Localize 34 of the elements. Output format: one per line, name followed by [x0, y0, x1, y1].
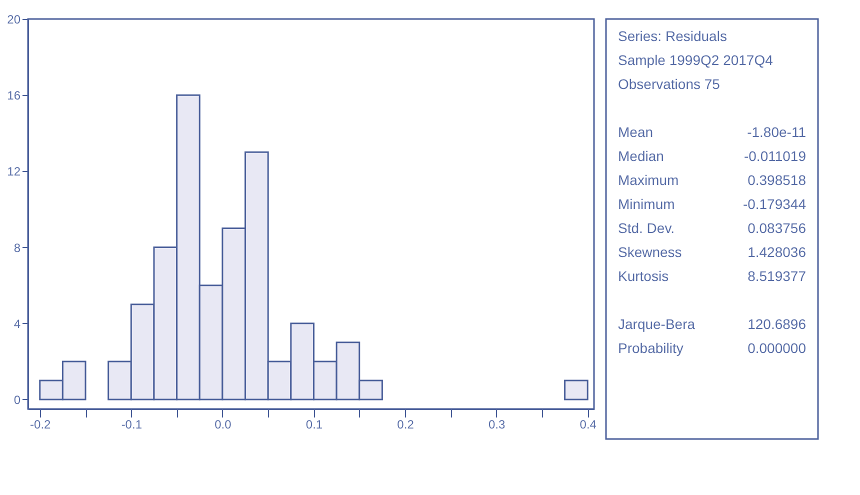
text: Median [618, 148, 664, 164]
text: 8.519377 [748, 268, 806, 284]
text: 120.6896 [748, 316, 806, 332]
y-tick-label: 4 [14, 316, 21, 331]
text: -0.011019 [744, 148, 806, 164]
text: Maximum [618, 172, 679, 188]
text: 0.083756 [748, 220, 806, 236]
text: 1.428036 [748, 244, 806, 260]
text: Kurtosis [618, 268, 669, 284]
text: Mean [618, 124, 654, 140]
text: Std. Dev. [618, 220, 675, 236]
text: -1.80e-11 [747, 124, 806, 140]
y-tick-label: 8 [14, 240, 21, 255]
text: -0.179344 [742, 196, 806, 212]
x-tick-label: 0.0 [214, 418, 232, 432]
y-tick-label: 16 [7, 88, 21, 103]
y-tick-label: 0 [14, 392, 21, 407]
text: Minimum [618, 196, 675, 212]
text: Skewness [618, 244, 682, 260]
text: Sample 1999Q2 2017Q4 [618, 52, 774, 68]
text: 0.000000 [748, 340, 806, 356]
x-tick-label: 0.2 [397, 418, 414, 432]
text: 0.398518 [748, 172, 806, 188]
text: Probability [618, 340, 684, 356]
y-tick-label: 12 [7, 164, 21, 179]
text: Jarque-Bera [618, 316, 696, 332]
x-tick-label: 0.3 [488, 418, 506, 432]
text: Observations 75 [618, 76, 720, 92]
x-tick-label: 0.4 [580, 418, 597, 432]
x-tick-label: -0.2 [30, 418, 52, 432]
y-tick-label: 20 [7, 12, 21, 26]
text: Series: Residuals [618, 28, 727, 44]
x-tick-label: -0.1 [121, 418, 142, 432]
x-tick-label: 0.1 [306, 418, 323, 432]
